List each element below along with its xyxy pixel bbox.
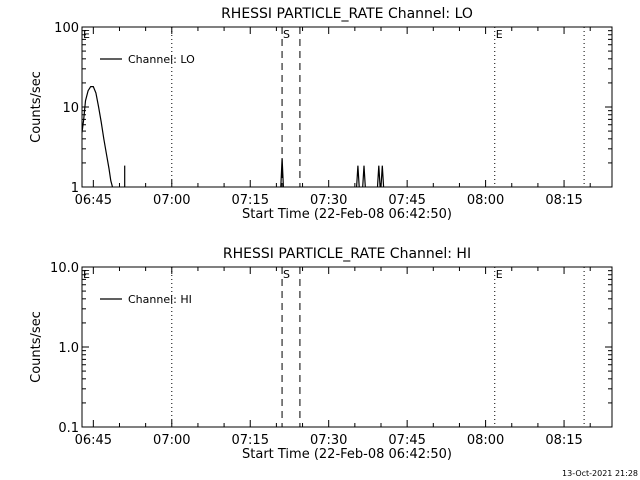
series-line xyxy=(356,165,360,188)
y-tick-label: 100 xyxy=(54,21,79,36)
x-tick-label: 07:00 xyxy=(153,193,190,208)
y-tick-label: 1.0 xyxy=(58,341,79,356)
y-tick-label: 1 xyxy=(71,181,79,196)
x-tick-label: 07:15 xyxy=(232,193,269,208)
chart-panel-2: RHESSI PARTICLE_RATE Channel: HI 0.1 1.0 10… xyxy=(29,246,613,462)
y-tick-label: 10 xyxy=(62,101,79,116)
series-line xyxy=(380,165,385,188)
x-tick-label: 07:15 xyxy=(232,433,269,448)
y-tick-label: 0.1 xyxy=(58,421,79,436)
x-tick-label: 07:00 xyxy=(153,433,190,448)
series-line xyxy=(376,165,381,188)
legend-entry: Channel: LO xyxy=(128,53,195,66)
chart-panel-1: RHESSI PARTICLE_RATE Channel: LO 1 10 100 06… xyxy=(29,6,613,222)
x-tick-label: 07:45 xyxy=(388,193,425,208)
series-line xyxy=(280,158,284,188)
series-line xyxy=(81,85,114,188)
plot-frame xyxy=(81,266,613,428)
plot-frame xyxy=(81,26,613,188)
x-tick-label: 08:00 xyxy=(467,433,504,448)
x-tick-label: 08:00 xyxy=(467,193,504,208)
chart-title: RHESSI PARTICLE_RATE Channel: LO xyxy=(221,6,473,22)
event-marker-label: S xyxy=(283,28,290,41)
y-axis-label: Counts/sec xyxy=(29,311,44,383)
legend-entry: Channel: HI xyxy=(128,293,192,306)
y-axis-label: Counts/sec xyxy=(29,71,44,143)
chart-title: RHESSI PARTICLE_RATE Channel: HI xyxy=(223,246,471,262)
x-tick-label: 06:45 xyxy=(75,193,112,208)
x-axis-label: Start Time (22-Feb-08 06:42:50) xyxy=(242,207,452,222)
x-tick-label: 07:45 xyxy=(388,433,425,448)
event-marker-label: E xyxy=(496,28,503,41)
event-marker-label: E xyxy=(496,268,503,281)
x-tick-label: 07:30 xyxy=(310,193,347,208)
x-tick-label: 07:30 xyxy=(310,433,347,448)
x-tick-label: 06:45 xyxy=(75,433,112,448)
series-line xyxy=(362,165,366,188)
footer-timestamp: 13-Oct-2021 21:28 xyxy=(562,469,638,478)
event-marker-label: E xyxy=(83,28,90,41)
y-tick-label: 10.0 xyxy=(50,261,79,276)
x-axis-label: Start Time (22-Feb-08 06:42:50) xyxy=(242,447,452,462)
event-marker-label: S xyxy=(283,268,290,281)
x-tick-label: 08:15 xyxy=(545,433,582,448)
x-tick-label: 08:15 xyxy=(545,193,582,208)
event-marker-label: E xyxy=(83,268,90,281)
